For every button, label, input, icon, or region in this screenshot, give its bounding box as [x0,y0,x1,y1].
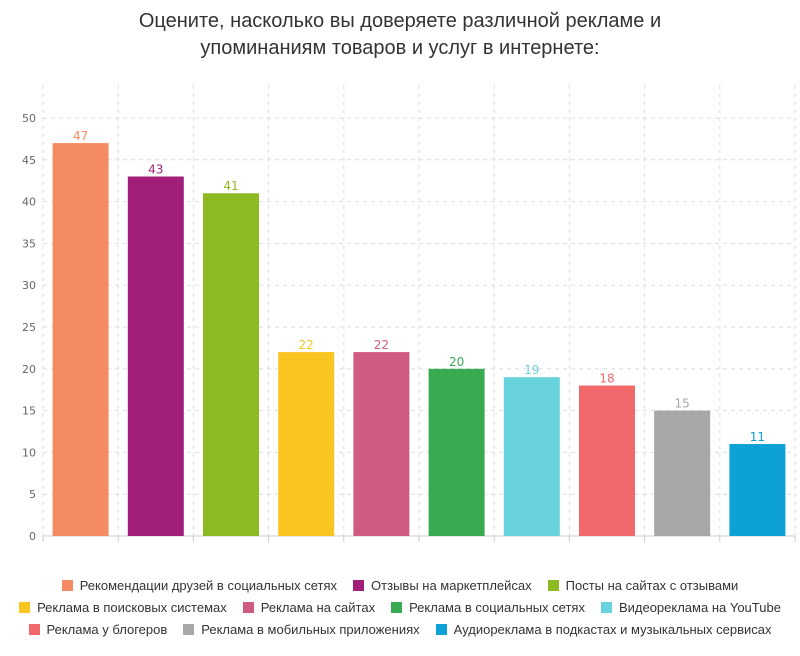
y-tick-label: 5 [29,488,36,501]
data-label: 19 [524,363,539,377]
y-tick-label: 35 [22,237,36,250]
legend-label: Отзывы на маркетплейсах [371,577,532,593]
legend-item: Реклама в мобильных приложениях [183,621,420,637]
legend-label: Реклама в поисковых системах [37,599,227,615]
y-tick-label: 25 [22,321,36,334]
legend-swatch [353,579,365,591]
legend-item: Видеореклама на YouTube [600,599,781,615]
legend-item: Аудиореклама в подкастах и музыкальных с… [435,621,772,637]
chart-title-line-2: упоминаниям товаров и услуг в интернете: [200,37,600,59]
legend-label: Реклама на сайтах [260,599,376,615]
data-label: 22 [374,338,389,352]
legend-label: Аудиореклама в подкастах и музыкальных с… [453,621,772,637]
legend-label: Реклама в социальных сетях [409,599,585,615]
y-tick-label: 50 [22,112,36,125]
legend-label: Видеореклама на YouTube [618,599,781,615]
legend-swatch [391,601,403,613]
legend-label: Реклама у блогеров [46,621,168,637]
bar [353,352,410,536]
bar [52,143,109,536]
y-tick-label: 30 [22,279,36,292]
data-label: 41 [223,179,238,193]
legend-swatch [435,623,447,635]
bar [203,193,259,537]
y-tick-label: 10 [22,446,36,459]
legend-swatch [61,579,73,591]
legend-item: Отзывы на маркетплейсах [353,578,532,593]
legend-label: Посты на сайтах с отзывами [565,577,739,593]
legend-row: Реклама в поисковых системах Реклама на с… [0,596,800,618]
legend-label: Реклама в мобильных приложениях [201,621,420,637]
legend-label: Рекомендации друзей в социальных сетях [79,577,338,593]
y-tick-label: 20 [22,363,36,376]
legend-item: Реклама у блогеров [28,621,168,637]
bar [579,385,635,536]
y-tick-label: 15 [22,405,36,418]
data-label: 22 [299,338,314,352]
legend-item: Реклама в социальных сетях [391,600,585,615]
data-label: 20 [449,355,464,369]
bar [654,410,711,536]
legend-swatch [19,601,31,613]
bar-chart: 0 5 10 15 20 25 30 35 40 45 50 47 43 41 22 22 20 19 18 15 11 [22,85,796,543]
legend-swatch [242,601,254,613]
legend-item: Реклама на сайтах [242,599,376,615]
data-label: 15 [675,397,690,411]
data-label: 18 [599,372,614,386]
legend-item: Посты на сайтах с отзывами [547,577,739,593]
legend-row: Реклама у блогеров Реклама в мобильных пр… [0,618,800,640]
bar [127,176,184,536]
chart-title-line-1: Оцените, насколько вы доверяете различно… [138,10,662,32]
data-label: 43 [148,163,163,177]
data-label: 47 [73,129,88,143]
legend-swatch [600,601,612,613]
y-tick-label: 45 [22,154,36,167]
y-tick-label: 0 [29,530,36,543]
legend-swatch [547,579,559,591]
legend-item: Реклама в поисковых системах [19,600,227,615]
chart-legend: Рекомендации друзей в социальных сетях От… [0,574,800,640]
legend-swatch [183,623,195,635]
y-tick-label: 40 [22,196,36,209]
chart-title: Оцените, насколько вы доверяете различно… [0,8,800,62]
legend-row: Рекомендации друзей в социальных сетях От… [0,574,800,596]
bar [428,368,485,536]
bar [729,444,786,536]
legend-item: Рекомендации друзей в социальных сетях [61,577,338,593]
bar [503,377,560,536]
legend-swatch [28,623,40,635]
data-label: 11 [750,430,765,444]
bar [278,352,335,536]
